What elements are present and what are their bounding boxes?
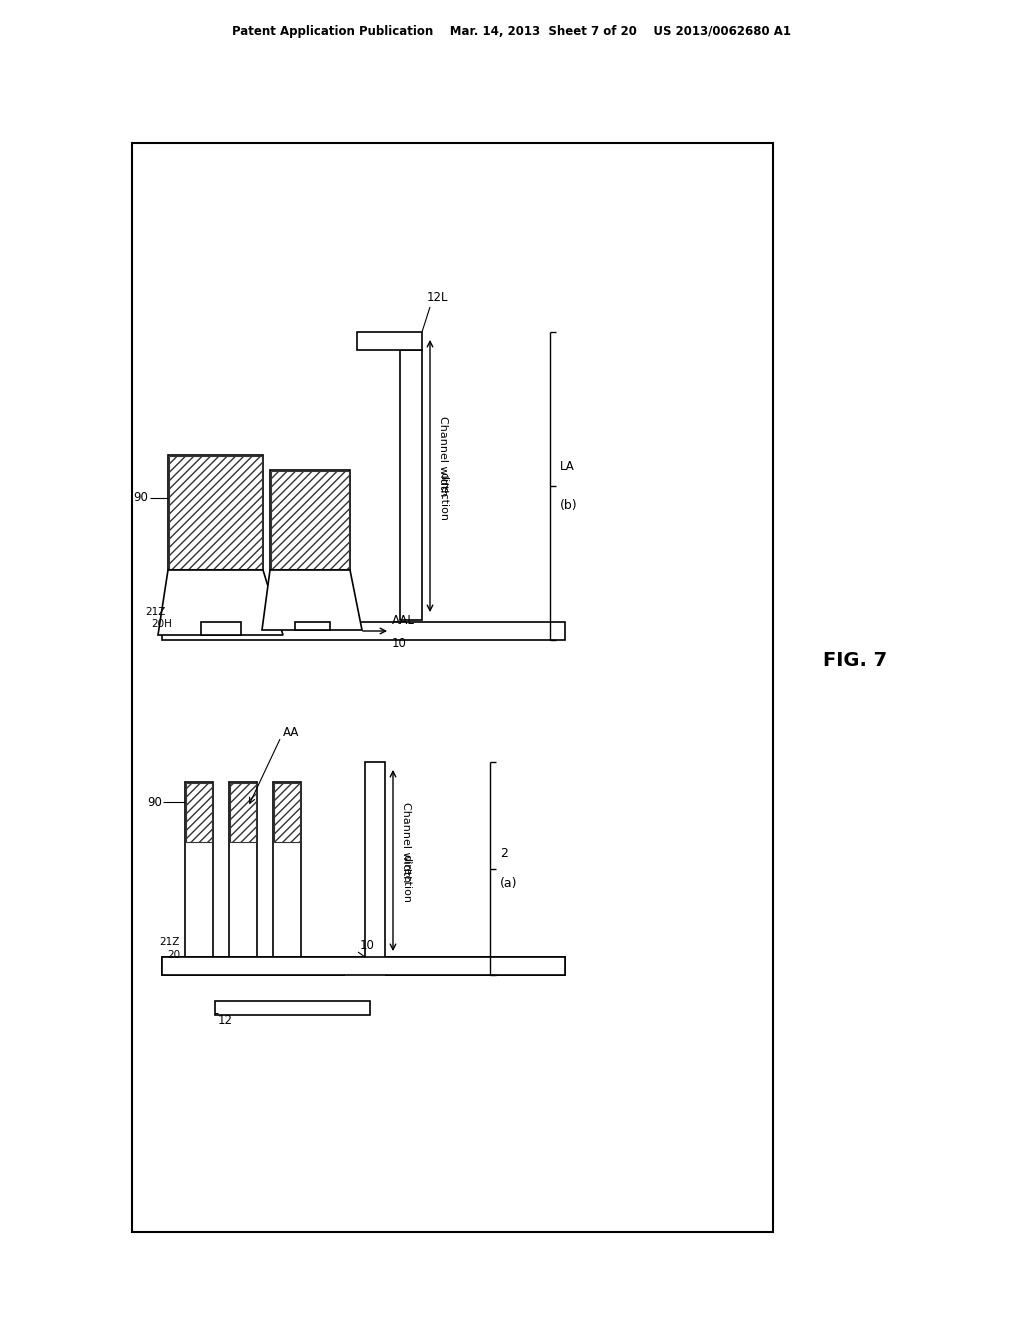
Text: 20H: 20H xyxy=(152,619,172,630)
Text: 20: 20 xyxy=(167,950,180,960)
Text: Patent Application Publication    Mar. 14, 2013  Sheet 7 of 20    US 2013/006268: Patent Application Publication Mar. 14, … xyxy=(232,25,792,38)
Bar xyxy=(271,471,349,569)
Text: 10: 10 xyxy=(360,939,375,952)
Bar xyxy=(186,783,212,842)
Bar xyxy=(273,781,301,957)
Text: 12L: 12L xyxy=(427,290,449,304)
Text: 90: 90 xyxy=(147,796,162,808)
Text: 10: 10 xyxy=(392,638,407,649)
Bar xyxy=(168,455,263,570)
Text: AAL: AAL xyxy=(392,614,415,627)
Text: AA: AA xyxy=(283,726,299,738)
Bar xyxy=(132,143,773,1232)
Text: 90: 90 xyxy=(133,491,148,504)
Text: 12: 12 xyxy=(218,1014,233,1027)
Bar xyxy=(169,455,262,569)
Bar xyxy=(230,783,256,842)
Text: direction: direction xyxy=(438,471,449,520)
Bar xyxy=(274,783,300,842)
Bar xyxy=(345,957,385,978)
Text: 21Z: 21Z xyxy=(145,607,166,616)
Bar xyxy=(185,781,213,957)
Bar xyxy=(198,570,233,622)
Bar xyxy=(201,622,241,635)
Text: (a): (a) xyxy=(500,876,517,890)
Text: (b): (b) xyxy=(560,499,578,512)
Bar xyxy=(162,957,565,975)
Bar xyxy=(162,622,565,640)
Bar xyxy=(400,350,422,620)
Bar xyxy=(229,781,257,957)
Bar xyxy=(357,333,422,350)
Bar xyxy=(365,762,385,960)
Bar xyxy=(162,957,565,975)
Polygon shape xyxy=(262,570,362,630)
Text: Channel width: Channel width xyxy=(401,803,411,883)
Bar xyxy=(295,622,330,630)
Text: 21Z: 21Z xyxy=(160,937,180,946)
Text: direction: direction xyxy=(401,854,411,903)
Text: 2: 2 xyxy=(500,847,508,861)
Bar xyxy=(215,1001,370,1015)
Text: Channel width: Channel width xyxy=(438,416,449,496)
Bar xyxy=(270,470,350,570)
Text: LA: LA xyxy=(560,459,574,473)
Polygon shape xyxy=(158,570,283,635)
Text: FIG. 7: FIG. 7 xyxy=(823,651,887,669)
